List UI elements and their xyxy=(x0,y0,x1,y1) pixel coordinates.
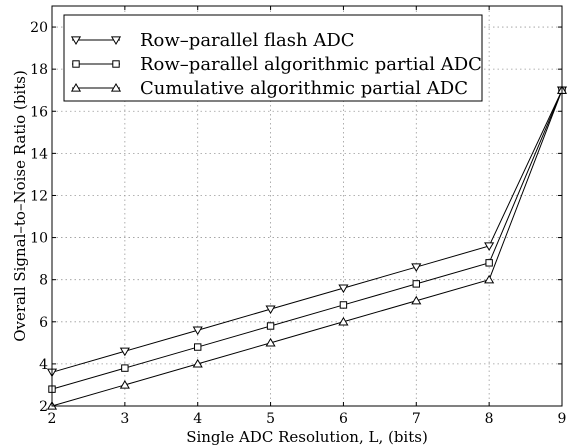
legend-marker xyxy=(70,83,82,92)
y-tick-label: 2 xyxy=(39,399,48,415)
series-line xyxy=(51,89,563,373)
series-line xyxy=(51,90,563,407)
y-tick-label: 14 xyxy=(30,146,48,162)
data-point xyxy=(192,326,203,336)
x-tick-label: 2 xyxy=(48,411,57,427)
data-point xyxy=(119,347,130,357)
data-point xyxy=(121,364,129,372)
y-tick-label: 10 xyxy=(30,231,48,247)
legend-marker xyxy=(72,60,80,68)
y-tick-label: 16 xyxy=(30,104,48,120)
data-point xyxy=(192,358,203,368)
series-2 xyxy=(48,86,566,393)
data-point xyxy=(339,301,348,309)
series-layer xyxy=(46,85,568,410)
data-point xyxy=(338,284,349,294)
series-line xyxy=(51,90,563,390)
data-point xyxy=(338,316,349,326)
data-point xyxy=(412,280,420,288)
x-axis-label: Single ADC Resolution, L, (bits) xyxy=(186,428,428,446)
data-point xyxy=(411,295,422,305)
plot-frame xyxy=(51,5,563,407)
data-point xyxy=(484,274,495,284)
data-point xyxy=(265,305,276,315)
series-3 xyxy=(46,85,568,410)
legend-label: Cumulative algorithmic partial ADC xyxy=(140,78,468,99)
x-tick-label: 5 xyxy=(266,411,275,427)
legend-box xyxy=(63,14,483,102)
legend: Row–parallel flash ADC Row–parallel algor… xyxy=(63,14,483,102)
x-tick-label: 9 xyxy=(558,411,567,427)
legend-entry: Row–parallel flash ADC xyxy=(70,30,355,51)
legend-entry: Cumulative algorithmic partial ADC xyxy=(70,78,468,99)
y-tick-label: 6 xyxy=(39,315,48,331)
x-tick-label: 3 xyxy=(120,411,129,427)
y-tick-label: 20 xyxy=(30,20,48,36)
data-point xyxy=(411,263,422,273)
legend-label: Row–parallel flash ADC xyxy=(140,30,355,51)
data-point xyxy=(265,337,276,347)
legend-marker xyxy=(112,60,120,68)
legend-marker xyxy=(70,36,82,45)
x-tick-label: 7 xyxy=(412,411,421,427)
data-point xyxy=(485,259,493,267)
series-1 xyxy=(46,86,568,378)
data-point xyxy=(266,322,275,330)
data-point xyxy=(484,242,495,251)
legend-marker xyxy=(110,36,122,45)
y-tick-label: 8 xyxy=(39,273,48,289)
y-tick-label: 12 xyxy=(30,188,48,204)
x-tick-label: 6 xyxy=(339,411,348,427)
legend-marker xyxy=(110,83,122,92)
data-point xyxy=(119,379,130,389)
tick-labels: 2 3 4 5 6 7 8 9 2 4 6 8 10 12 14 16 18 20 xyxy=(30,6,566,427)
y-tick-label: 18 xyxy=(30,62,48,78)
data-point xyxy=(194,343,202,351)
legend-entry: Row–parallel algorithmic partial ADC xyxy=(72,54,482,75)
y-axis-label: Overall Signal–to–Noise Ratio (bits) xyxy=(11,70,29,342)
legend-label: Row–parallel algorithmic partial ADC xyxy=(140,54,482,75)
y-tick-label: 4 xyxy=(39,357,48,373)
x-tick-label: 4 xyxy=(193,411,202,427)
x-tick-label: 8 xyxy=(485,411,494,427)
